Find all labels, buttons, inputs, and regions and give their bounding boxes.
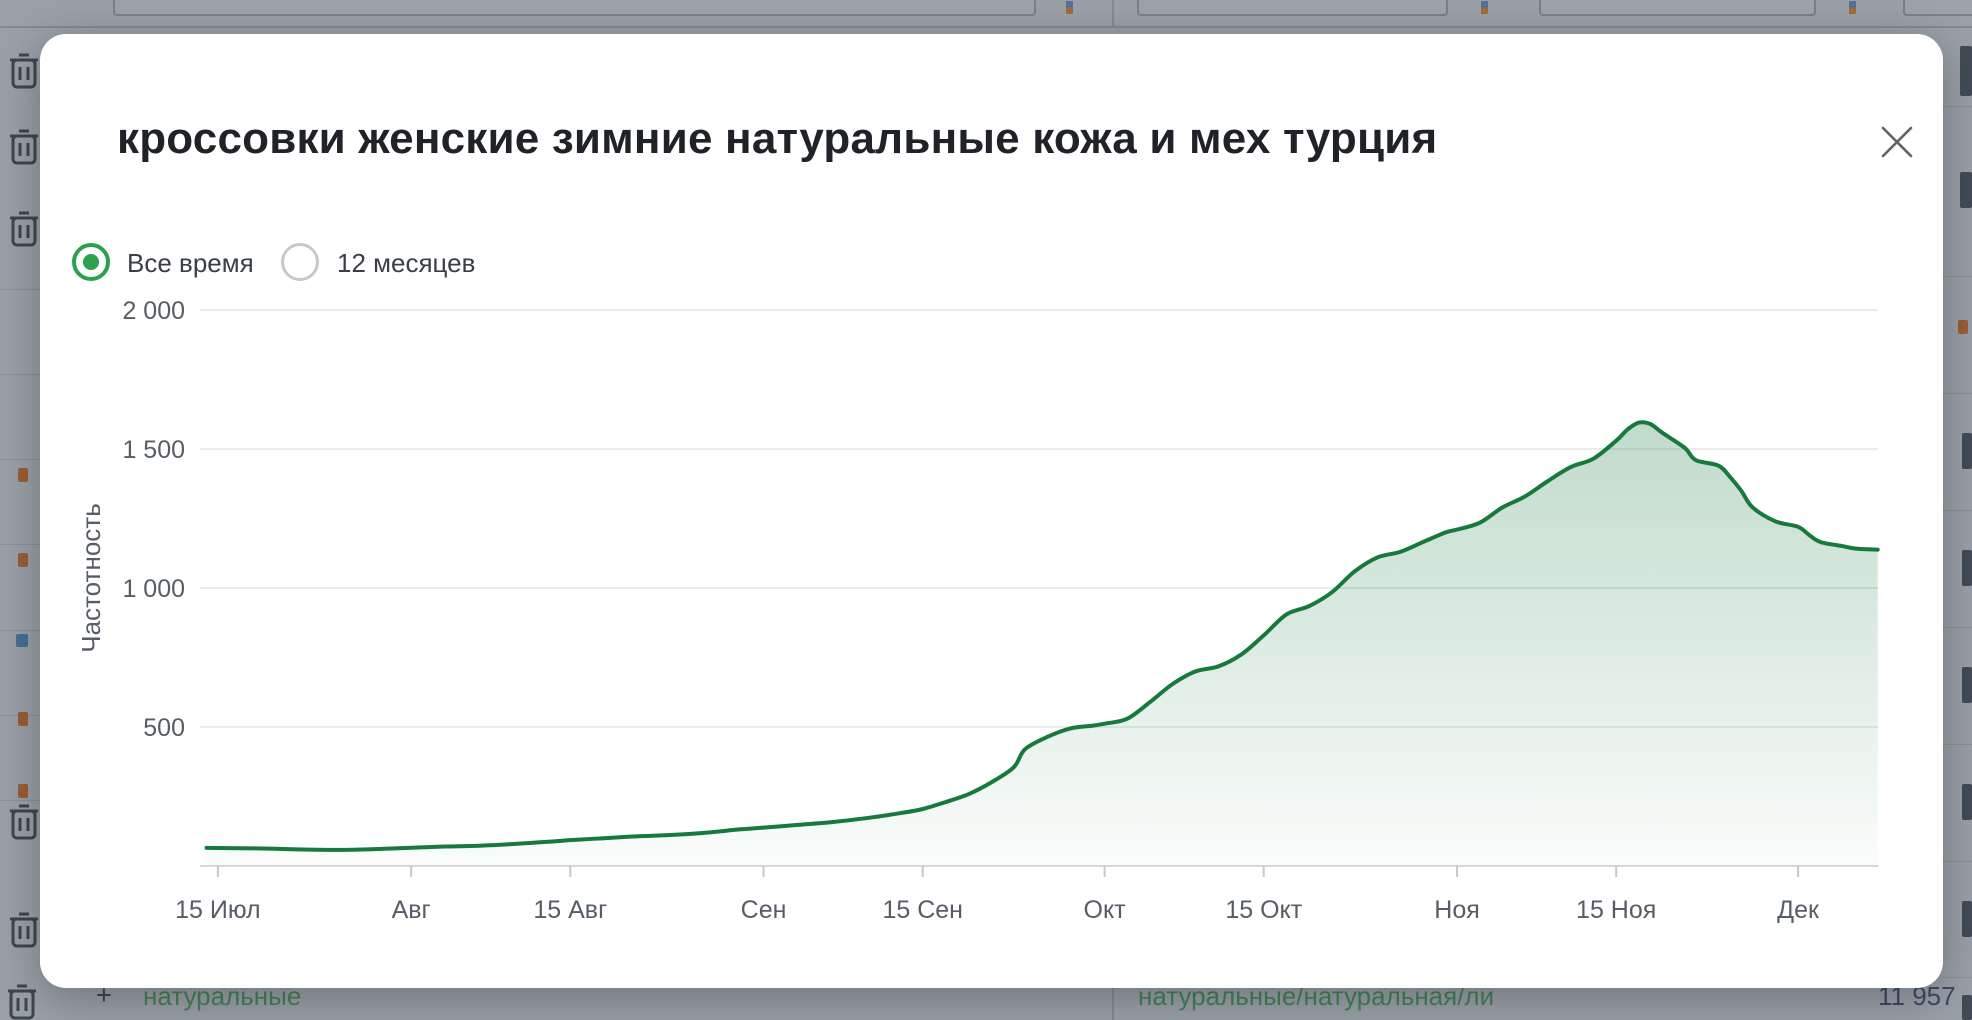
x-tick-label: 15 Июл: [175, 896, 261, 924]
frequency-line: [204, 420, 1880, 852]
dialog-title: кроссовки женские зимние натуральные кож…: [117, 114, 1438, 163]
row-fragment-icon: [1958, 320, 1968, 334]
row-fragment-icon: [18, 712, 28, 726]
y-tick-label: 1 000: [122, 575, 185, 603]
row-divider: [1943, 744, 1972, 745]
close-icon[interactable]: [1877, 122, 1917, 162]
y-tick-label: 2 000: [122, 297, 185, 325]
background-input-box: [113, 0, 1036, 16]
row-content-fragment: [1962, 995, 1972, 1020]
x-tick-label: Окт: [1084, 896, 1127, 924]
x-tick-label: Сен: [741, 896, 787, 924]
dropdown-caret-icon: [1849, 1, 1856, 14]
trash-icon: [10, 211, 38, 247]
row-divider: [1943, 977, 1972, 978]
y-axis-title: Частотность: [76, 503, 106, 652]
row-content-fragment: [1962, 550, 1972, 586]
row-divider: [0, 800, 40, 801]
row-divider: [1943, 861, 1972, 862]
background-select-box: [1903, 0, 1972, 16]
row-fragment-icon: [18, 468, 28, 482]
trash-icon: [10, 804, 38, 840]
area-fill: [206, 422, 1878, 866]
background-select-box: [1539, 0, 1816, 16]
dropdown-caret-icon: [1481, 1, 1488, 14]
x-tick-label: Дек: [1777, 896, 1820, 924]
period-option-label: Все время: [127, 248, 254, 278]
row-content-fragment: [1960, 46, 1972, 96]
trash-icon: [8, 984, 36, 1020]
trash-icon: [10, 53, 38, 89]
x-tick-label: 15 Окт: [1225, 896, 1302, 924]
keyword-history-dialog: кроссовки женские зимние натуральные кож…: [40, 34, 1943, 988]
trash-icon: [10, 129, 38, 165]
row-divider: [1943, 393, 1972, 394]
row-divider: [0, 459, 40, 460]
x-tick-label: 15 Авг: [533, 896, 607, 924]
row-fragment-icon: [18, 553, 28, 567]
row-divider: [0, 289, 40, 290]
x-tick-label: 15 Ноя: [1576, 896, 1656, 924]
column-divider: [1112, 0, 1114, 27]
row-divider: [1943, 106, 1972, 107]
row-divider: [1943, 627, 1972, 628]
row-content-fragment: [1962, 667, 1972, 703]
trash-icon: [10, 912, 38, 948]
row-divider: [0, 630, 40, 631]
radio-unselected-icon: [281, 243, 319, 281]
row-content-fragment: [1960, 172, 1972, 208]
row-content-fragment: [1962, 901, 1972, 937]
chart-axes: 500 1 000 1 500 2 000 15 Июл Авг 15 Авг Сен 15 С…: [76, 297, 1820, 924]
row-fragment-icon: [18, 784, 28, 798]
frequency-chart[interactable]: 500 1 000 1 500 2 000 15 Июл Авг 15 Авг Сен 15 С…: [40, 34, 1943, 988]
x-tick-label: 15 Сен: [882, 896, 963, 924]
row-content-fragment: [1962, 433, 1972, 469]
background-select-box: [1137, 0, 1448, 16]
row-content-fragment: [1962, 784, 1972, 820]
x-tick-label: Авг: [392, 896, 431, 924]
y-tick-label: 1 500: [122, 436, 185, 464]
column-divider: [1112, 988, 1114, 1020]
row-fragment-icon: [16, 634, 28, 647]
dropdown-caret-icon: [1066, 1, 1073, 14]
row-divider: [1943, 276, 1972, 277]
row-divider: [1943, 510, 1972, 511]
toolbar-border: [0, 26, 1972, 28]
y-tick-label: 500: [143, 714, 185, 742]
row-divider: [0, 544, 40, 545]
x-tick-label: Ноя: [1434, 896, 1480, 924]
radio-selected-icon: [72, 243, 110, 281]
row-divider: [0, 374, 40, 375]
chart-series: [204, 420, 1880, 866]
period-option-label: 12 месяцев: [337, 248, 476, 278]
